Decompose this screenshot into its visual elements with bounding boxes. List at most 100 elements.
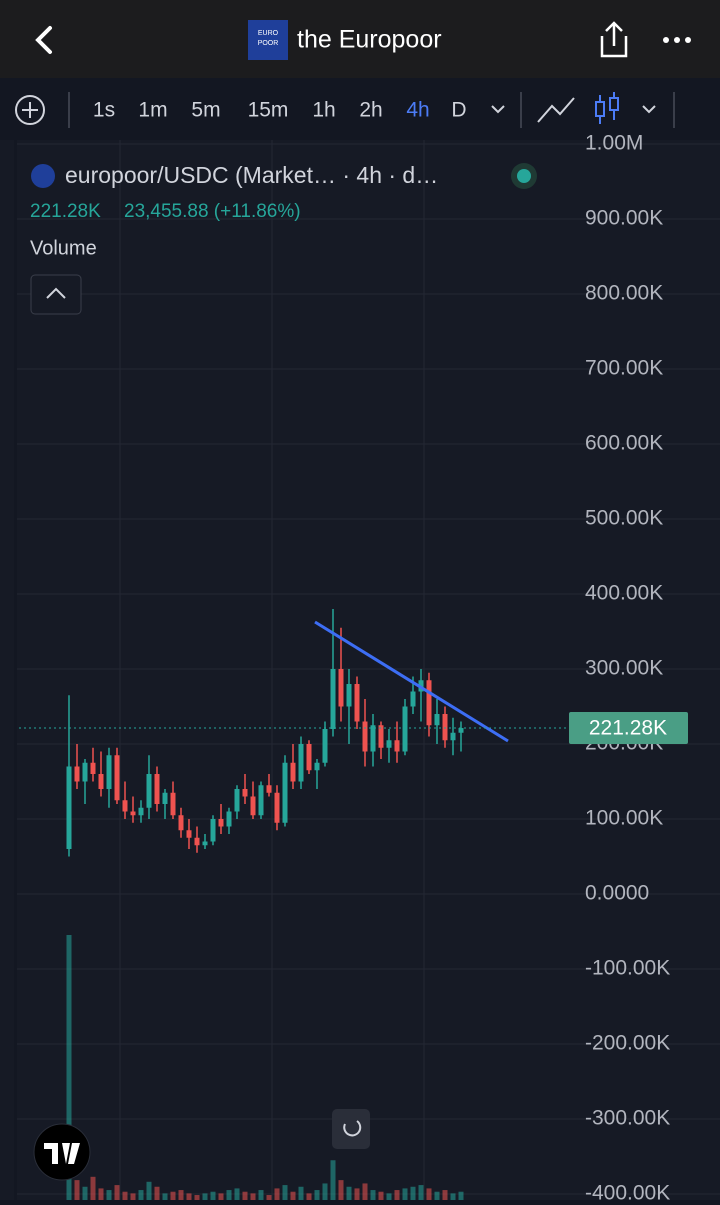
volume-bar — [178, 1190, 184, 1200]
candle-body — [186, 830, 192, 838]
candle-body — [370, 725, 376, 752]
y-axis: 1.00M 900.00K 800.00K 700.00K 600.00K 500.00K… — [14, 132, 688, 1205]
candle-body — [98, 774, 104, 789]
volume-bar — [426, 1188, 432, 1200]
interval-button[interactable]: 15m — [248, 99, 289, 122]
interval-dropdown[interactable] — [491, 105, 505, 114]
interval-button[interactable]: 1s — [93, 99, 115, 122]
candle-body — [402, 706, 408, 752]
volume-bar — [74, 1180, 80, 1200]
interval-button[interactable]: 4h — [406, 99, 429, 122]
y-tick-label: 800.00K — [585, 282, 663, 305]
candle-body — [114, 755, 120, 801]
volume-bar — [170, 1191, 176, 1200]
volume-bar — [186, 1193, 192, 1200]
y-tick-label: 1.00M — [585, 132, 643, 155]
candle-body — [154, 774, 160, 804]
candle-body — [250, 796, 256, 816]
volume-bar — [274, 1188, 280, 1200]
chart-type-dropdown[interactable] — [642, 105, 656, 114]
interval-button[interactable]: 1m — [138, 99, 167, 122]
volume-bar — [66, 935, 72, 1200]
volume-bar — [314, 1190, 320, 1200]
interval-button[interactable]: 2h — [359, 99, 382, 122]
add-button[interactable] — [15, 95, 45, 125]
volume-bar — [282, 1185, 288, 1200]
volume-bar — [90, 1176, 96, 1200]
volume-bar — [154, 1186, 160, 1200]
candle-body — [234, 789, 240, 812]
candle-body — [394, 740, 400, 752]
y-tick-label: -100.00K — [585, 957, 670, 980]
volume-bar — [322, 1183, 328, 1200]
logo-text: EURO — [258, 30, 279, 37]
volume-bar — [394, 1190, 400, 1200]
volume-bar — [114, 1185, 120, 1200]
logo-text: POOR — [258, 40, 279, 47]
volume-bar — [338, 1180, 344, 1200]
candle-body — [426, 680, 432, 726]
trend-line — [314, 620, 509, 743]
candle-body — [202, 841, 208, 846]
volume-bar — [450, 1193, 456, 1200]
logo-bg — [248, 20, 288, 60]
back-button[interactable] — [35, 26, 52, 54]
interval-group: 1s 1m 5m 15m 1h 2h 4h D — [93, 99, 467, 122]
candle-body — [282, 762, 288, 823]
reset-button[interactable] — [332, 1109, 370, 1149]
candle-chart-button[interactable] — [595, 92, 619, 124]
candle-body — [354, 684, 360, 722]
volume-bars — [66, 935, 464, 1200]
logo: EURO POOR — [248, 20, 288, 60]
candle-body — [434, 714, 440, 726]
candle-body — [66, 766, 72, 849]
volume-bar — [386, 1193, 392, 1200]
volume-bar — [138, 1190, 144, 1200]
candle-body — [130, 811, 136, 816]
candle-body — [258, 785, 264, 816]
tradingview-logo[interactable] — [33, 1123, 91, 1181]
volume-bar — [298, 1186, 304, 1200]
candle-body — [442, 714, 448, 741]
candle-body — [410, 691, 416, 707]
volume-bar — [290, 1191, 296, 1200]
candle-body — [290, 762, 296, 782]
volume-bar — [434, 1191, 440, 1200]
candle-body — [314, 762, 320, 771]
candle-body — [210, 819, 216, 842]
volume-bar — [146, 1181, 152, 1200]
volume-label: Volume — [30, 237, 97, 259]
candle-body — [194, 837, 200, 846]
collapse-button[interactable] — [30, 274, 82, 315]
interval-button[interactable]: D — [451, 99, 466, 122]
header-bar — [0, 0, 720, 78]
volume-bar — [362, 1183, 368, 1200]
y-tick-label: 300.00K — [585, 657, 663, 680]
candle-body — [170, 792, 176, 816]
candle-body — [450, 732, 456, 741]
interval-button[interactable]: 5m — [191, 99, 220, 122]
candle-body — [378, 725, 384, 748]
volume-bar — [418, 1185, 424, 1200]
interval-button[interactable]: 1h — [312, 99, 335, 122]
candle-body — [242, 789, 248, 797]
y-tick-label: 500.00K — [585, 507, 663, 530]
candle-body — [298, 744, 304, 782]
candle-body — [74, 766, 80, 782]
candle-body — [274, 792, 280, 823]
candle-body — [178, 815, 184, 831]
volume-bar — [402, 1188, 408, 1200]
candle-body — [82, 762, 88, 782]
volume-bar — [122, 1191, 128, 1200]
volume-bar — [226, 1190, 232, 1200]
volume-bar — [354, 1188, 360, 1200]
more-button[interactable] — [663, 37, 691, 43]
candle-body — [162, 792, 168, 804]
volume-bar — [410, 1186, 416, 1200]
y-tick-label: 700.00K — [585, 357, 663, 380]
last-price-box — [569, 712, 688, 745]
share-button[interactable] — [600, 21, 628, 58]
line-chart-button[interactable] — [537, 97, 575, 123]
legend-last: 221.28K — [30, 201, 101, 222]
